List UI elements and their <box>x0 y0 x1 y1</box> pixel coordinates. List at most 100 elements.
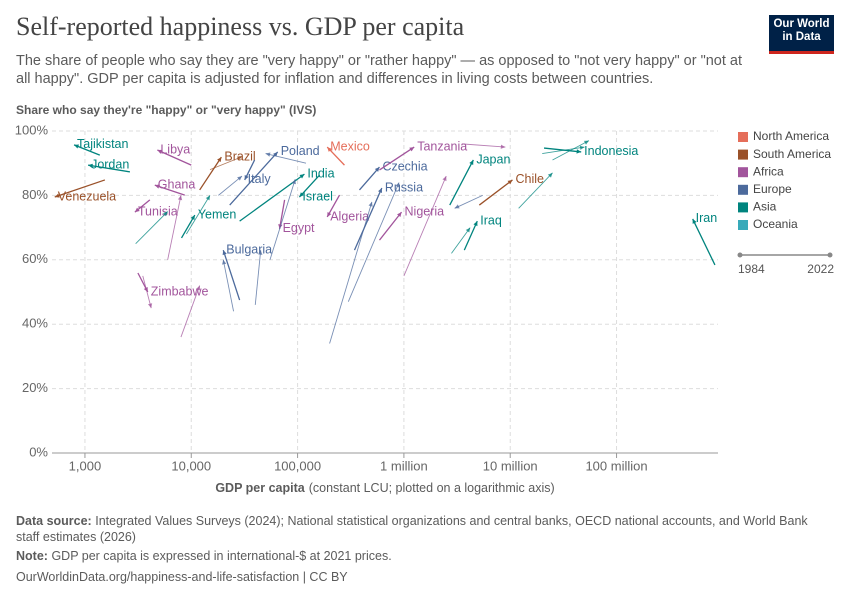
point-label: Iraq <box>480 213 502 227</box>
arrow-head <box>469 159 474 165</box>
point-label: Brazil <box>224 149 255 163</box>
arrow <box>54 179 106 198</box>
arrow <box>379 146 415 171</box>
arrow <box>518 172 553 209</box>
arrow-head <box>54 193 60 198</box>
point-label: Israel <box>302 189 333 203</box>
arrow-head <box>576 149 582 154</box>
chart-subtitle: The share of people who say they are "ve… <box>16 53 742 87</box>
arrow-head <box>454 204 460 209</box>
arrow <box>278 199 286 229</box>
arrow-head <box>583 140 589 145</box>
x-axis-title: GDP per capita (constant LCU; plotted on … <box>215 481 554 495</box>
y-tick-label: 100% <box>15 122 49 137</box>
legend-label: South America <box>753 147 831 161</box>
point-label: Tunisia <box>138 204 178 218</box>
arrow-head <box>473 221 478 227</box>
arrow <box>454 194 483 209</box>
arrow <box>478 179 513 206</box>
arrow-head <box>579 145 585 150</box>
point-label: India <box>307 166 334 180</box>
point-label: Nigeria <box>405 204 445 218</box>
arrow-head <box>409 147 415 152</box>
arrow-head <box>299 174 305 179</box>
arrow-head <box>378 187 383 193</box>
point-label: Venezuela <box>58 189 116 203</box>
arrow-head <box>74 144 80 149</box>
arrow <box>218 175 243 196</box>
timeline-handle <box>737 252 743 258</box>
url[interactable]: OurWorldinData.org/happiness-and-life-sa… <box>16 570 348 584</box>
arrow <box>87 164 131 173</box>
note-text: GDP per capita is expressed in internati… <box>51 549 392 563</box>
arrow-head <box>244 174 249 180</box>
timeline-start: 1984 <box>738 262 765 276</box>
logo[interactable]: Our World in Data <box>769 15 834 54</box>
arrow-head <box>177 195 183 201</box>
arrow <box>209 156 243 171</box>
arrow <box>269 179 296 260</box>
x-axis-title-main: GDP per capita <box>215 481 305 495</box>
chart-title: Self-reported happiness vs. GDP per capi… <box>16 12 465 41</box>
point-label: Russia <box>385 180 423 194</box>
source-label: Data source: <box>16 514 92 528</box>
arrow-head <box>154 184 160 189</box>
arrow-head <box>465 227 471 233</box>
arrow <box>154 184 185 196</box>
x-tick-label: 1 million <box>380 458 428 473</box>
x-tick-label: 10,000 <box>171 458 211 473</box>
y-tick-label: 0% <box>29 444 48 459</box>
arrow-head <box>162 211 168 217</box>
arrow <box>451 227 471 254</box>
arrow-head <box>299 192 305 198</box>
arrow-head <box>258 250 263 255</box>
legend-swatch <box>738 184 748 195</box>
arrow-head <box>500 144 506 149</box>
y-tick-label: 80% <box>22 187 48 202</box>
legend-label: Africa <box>753 164 784 178</box>
point-label: Yemen <box>198 207 237 221</box>
y-tick-label: 20% <box>22 380 48 395</box>
arrow <box>692 218 716 266</box>
point-label: Iran <box>696 211 718 225</box>
arrow-head <box>547 172 553 178</box>
arrow <box>298 174 321 198</box>
arrow-head <box>273 151 278 157</box>
arrow-head <box>134 207 140 213</box>
arrow-head <box>237 176 242 181</box>
point-label: Japan <box>476 152 510 166</box>
arrow-head <box>88 163 93 168</box>
arrow-head <box>368 201 373 207</box>
point-label: Tanzania <box>417 139 467 153</box>
y-axis-title: Share who say they're "happy" or "very h… <box>16 103 317 117</box>
arrow-head <box>147 303 153 309</box>
arrow <box>222 259 235 312</box>
arrow <box>347 182 400 302</box>
point-label: Algeria <box>330 209 369 223</box>
legend-label: North America <box>753 129 829 143</box>
point-label: Libya <box>160 142 190 156</box>
arrow <box>135 211 168 245</box>
note-label: Note: <box>16 549 48 563</box>
arrow-head <box>442 176 447 182</box>
arrow <box>378 211 403 241</box>
arrow <box>542 146 585 154</box>
point-label: Tajikistan <box>77 137 128 151</box>
legend-label: Asia <box>753 200 777 214</box>
arrow <box>186 195 211 235</box>
arrow <box>222 249 241 301</box>
x-tick-label: 100 million <box>585 458 647 473</box>
arrow-head <box>190 215 195 221</box>
point-label: Bulgaria <box>226 242 272 256</box>
legend-label: Oceania <box>753 217 798 231</box>
source: Data source: Integrated Values Surveys (… <box>16 513 816 545</box>
arrow-head <box>692 218 697 224</box>
arrow-head <box>157 149 163 154</box>
arrow <box>199 156 222 191</box>
arrow <box>552 140 590 161</box>
timeline-end: 2022 <box>807 262 834 276</box>
arrow-head <box>222 250 227 256</box>
arrow-head <box>217 157 222 163</box>
